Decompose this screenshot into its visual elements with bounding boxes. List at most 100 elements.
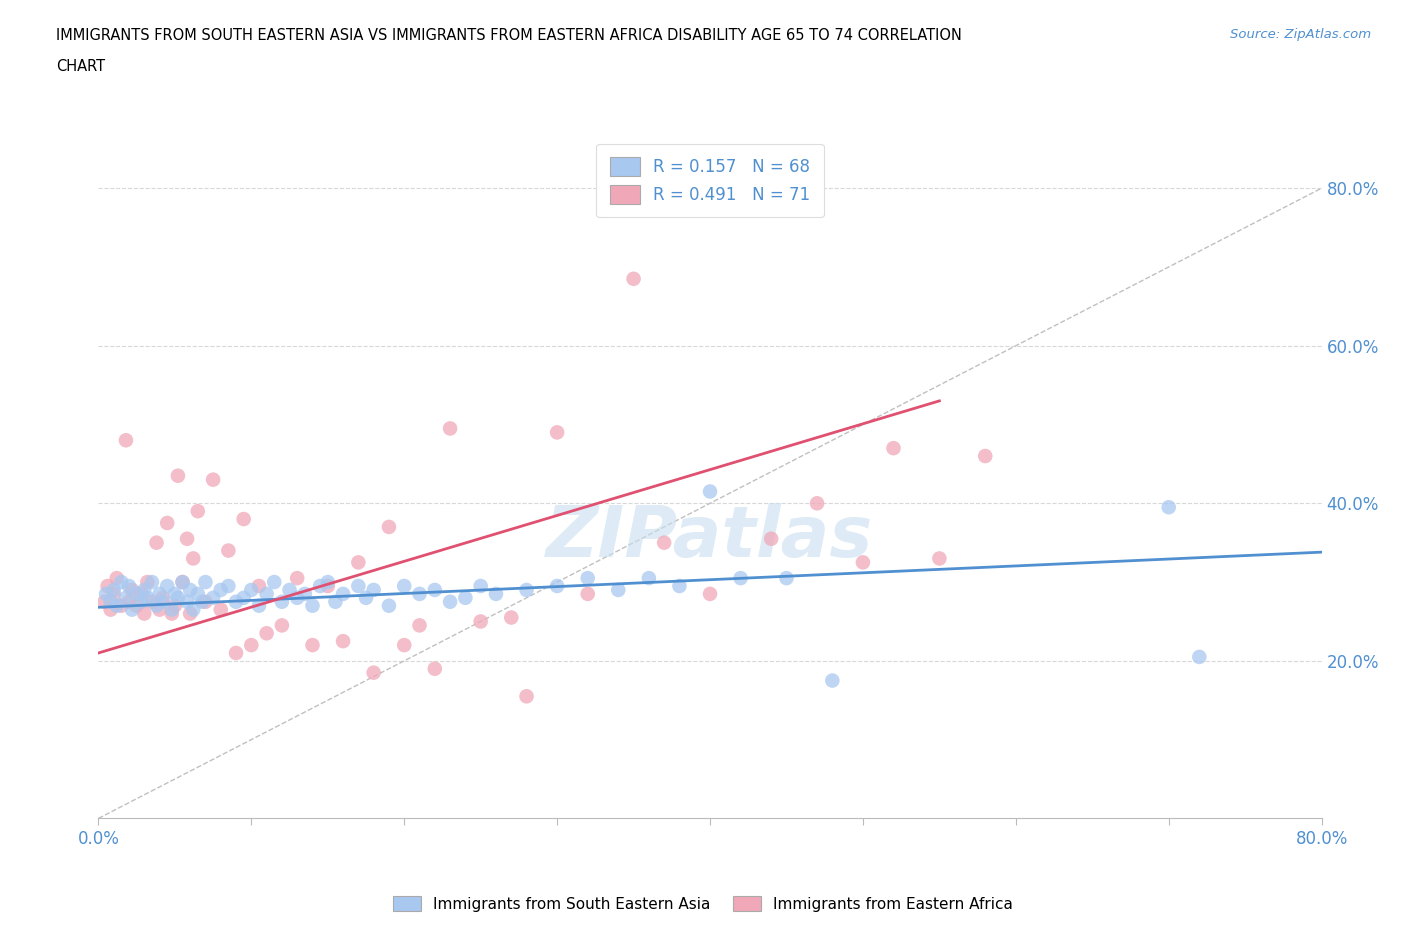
Point: [775, 571, 797, 586]
Point: [285, 591, 308, 605]
Point: [607, 582, 630, 597]
Point: [93, 594, 115, 609]
Point: [332, 633, 354, 648]
Point: [332, 587, 354, 602]
Point: [423, 661, 446, 676]
Point: [110, 575, 132, 590]
Point: [256, 626, 278, 641]
Point: [408, 618, 430, 632]
Point: [347, 555, 370, 570]
Point: [105, 571, 128, 586]
Point: [136, 575, 159, 590]
Point: [202, 472, 225, 487]
Point: [167, 591, 190, 605]
Point: [103, 587, 125, 602]
Point: [1188, 649, 1211, 664]
Text: ZIPatlas: ZIPatlas: [547, 503, 873, 572]
Point: [232, 591, 254, 605]
Point: [149, 603, 172, 618]
Point: [217, 578, 239, 593]
Point: [163, 587, 186, 602]
Point: [121, 582, 143, 597]
Point: [501, 610, 523, 625]
Point: [181, 603, 204, 618]
Point: [160, 603, 183, 618]
Point: [347, 578, 370, 593]
Point: [423, 582, 446, 597]
Point: [179, 606, 201, 621]
Point: [152, 594, 174, 609]
Point: [115, 591, 138, 605]
Point: [439, 421, 461, 436]
Point: [125, 587, 148, 602]
Point: [181, 551, 204, 565]
Point: [354, 591, 377, 605]
Point: [516, 689, 538, 704]
Point: [125, 598, 148, 613]
Point: [392, 578, 416, 593]
Point: [156, 578, 179, 593]
Point: [301, 598, 323, 613]
Point: [129, 587, 152, 602]
Point: [637, 571, 661, 586]
Point: [278, 582, 301, 597]
Point: [699, 587, 721, 602]
Point: [623, 272, 645, 286]
Point: [576, 571, 599, 586]
Point: [294, 587, 316, 602]
Point: [176, 594, 198, 609]
Point: [100, 603, 122, 618]
Point: [118, 594, 141, 609]
Point: [232, 512, 254, 526]
Point: [94, 587, 117, 602]
Text: IMMIGRANTS FROM SOUTH EASTERN ASIA VS IMMIGRANTS FROM EASTERN AFRICA DISABILITY : IMMIGRANTS FROM SOUTH EASTERN ASIA VS IM…: [56, 28, 962, 43]
Point: [363, 665, 385, 680]
Text: CHART: CHART: [56, 59, 105, 73]
Point: [134, 582, 156, 597]
Point: [118, 578, 141, 593]
Point: [176, 531, 198, 546]
Point: [129, 594, 152, 609]
Point: [806, 496, 828, 511]
Point: [225, 645, 247, 660]
Point: [668, 578, 690, 593]
Point: [149, 587, 172, 602]
Point: [152, 591, 174, 605]
Point: [110, 598, 132, 613]
Point: [1157, 499, 1180, 514]
Point: [852, 555, 875, 570]
Point: [167, 469, 190, 484]
Point: [172, 575, 194, 590]
Point: [209, 603, 232, 618]
Point: [454, 591, 477, 605]
Point: [759, 531, 782, 546]
Point: [316, 578, 339, 593]
Point: [191, 594, 214, 609]
Point: [209, 582, 232, 597]
Text: Source: ZipAtlas.com: Source: ZipAtlas.com: [1230, 28, 1371, 41]
Point: [247, 598, 270, 613]
Point: [240, 582, 263, 597]
Point: [202, 591, 225, 605]
Point: [325, 594, 347, 609]
Point: [141, 575, 163, 590]
Point: [103, 582, 125, 597]
Point: [121, 603, 143, 618]
Point: [301, 638, 323, 653]
Point: [699, 484, 721, 498]
Point: [285, 571, 308, 586]
Point: [270, 594, 292, 609]
Point: [225, 594, 247, 609]
Legend: R = 0.157   N = 68, R = 0.491   N = 71: R = 0.157 N = 68, R = 0.491 N = 71: [596, 144, 824, 218]
Point: [378, 520, 401, 535]
Point: [163, 598, 186, 613]
Point: [115, 432, 138, 447]
Point: [141, 594, 163, 609]
Point: [194, 594, 217, 609]
Point: [217, 543, 239, 558]
Point: [179, 582, 201, 597]
Point: [97, 578, 120, 593]
Legend: Immigrants from South Eastern Asia, Immigrants from Eastern Africa: Immigrants from South Eastern Asia, Immi…: [387, 889, 1019, 918]
Point: [134, 606, 156, 621]
Point: [883, 441, 905, 456]
